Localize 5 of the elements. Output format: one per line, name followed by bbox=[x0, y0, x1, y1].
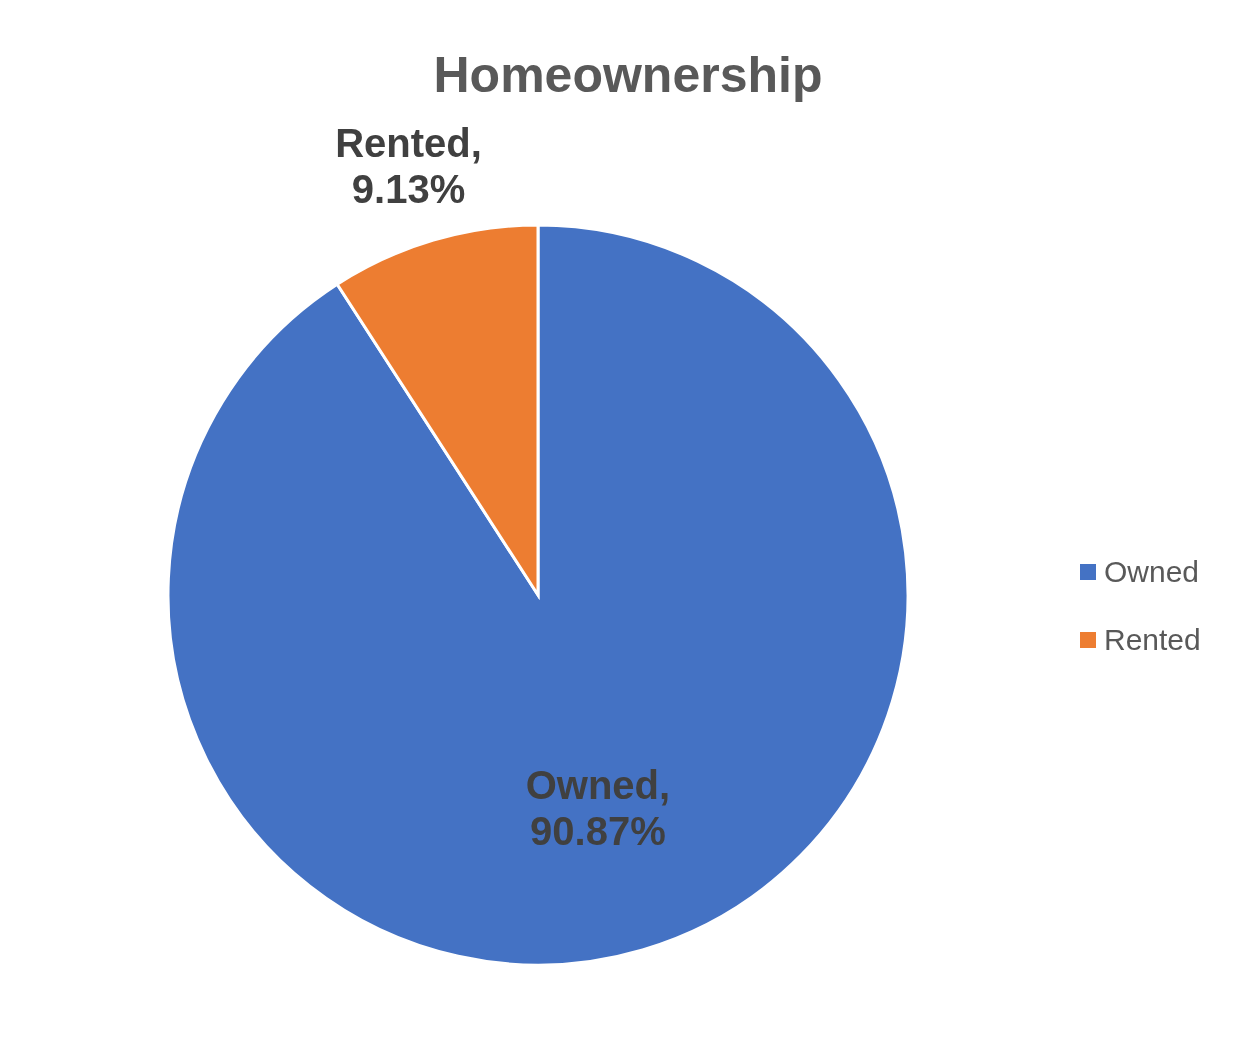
chart-title: Homeownership bbox=[432, 46, 824, 104]
legend-label: Rented bbox=[1104, 623, 1201, 657]
legend-label: Owned bbox=[1104, 555, 1200, 589]
data-label: Rented, 9.13% bbox=[335, 120, 482, 211]
data-label: Owned, 90.87% bbox=[525, 762, 671, 853]
